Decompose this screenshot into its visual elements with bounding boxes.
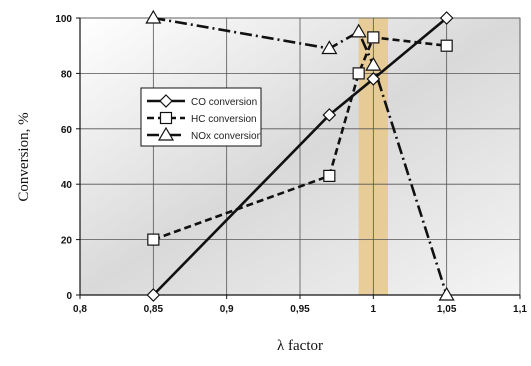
data-point-diamond [439, 11, 454, 25]
y-tick-label: 0 [66, 291, 72, 302]
data-point-triangle [350, 23, 367, 38]
x-axis-title: λ factor [277, 338, 323, 354]
y-axis-title: Conversion, % [16, 112, 32, 201]
x-tick-label: 0,8 [73, 304, 87, 315]
data-point-square [352, 67, 365, 80]
series-line-square [152, 36, 447, 241]
x-tick-label: 0,85 [144, 304, 164, 315]
data-point-square [147, 233, 160, 246]
y-tick-label: 100 [55, 14, 72, 25]
data-point-triangle [365, 56, 382, 71]
legend-marker-square [159, 111, 173, 125]
y-tick-label: 60 [61, 125, 73, 136]
data-point-triangle [145, 9, 162, 24]
x-tick-label: 0,9 [220, 304, 234, 315]
legend-marker-triangle [157, 126, 175, 141]
y-tick-label: 80 [61, 69, 73, 80]
legend-label: HC conversion [191, 114, 257, 125]
data-point-square [323, 169, 336, 182]
y-tick-label: 40 [61, 180, 73, 191]
x-tick-label: 1 [371, 304, 377, 315]
data-point-diamond [146, 288, 161, 302]
data-point-diamond [366, 72, 381, 86]
data-point-square [440, 39, 453, 52]
data-point-diamond [322, 108, 337, 122]
data-point-square [367, 31, 380, 44]
x-tick-label: 0,95 [290, 304, 310, 315]
x-tick-label: 1,1 [513, 304, 527, 315]
y-tick-label: 20 [61, 236, 73, 247]
data-point-triangle [438, 286, 455, 301]
data-point-triangle [321, 40, 338, 55]
x-tick-label: 1,05 [437, 304, 457, 315]
legend-marker-diamond [159, 94, 173, 108]
legend-label: NOx conversion [191, 131, 262, 142]
legend-label: CO conversion [191, 97, 257, 108]
series-line-triangle [153, 16, 448, 296]
